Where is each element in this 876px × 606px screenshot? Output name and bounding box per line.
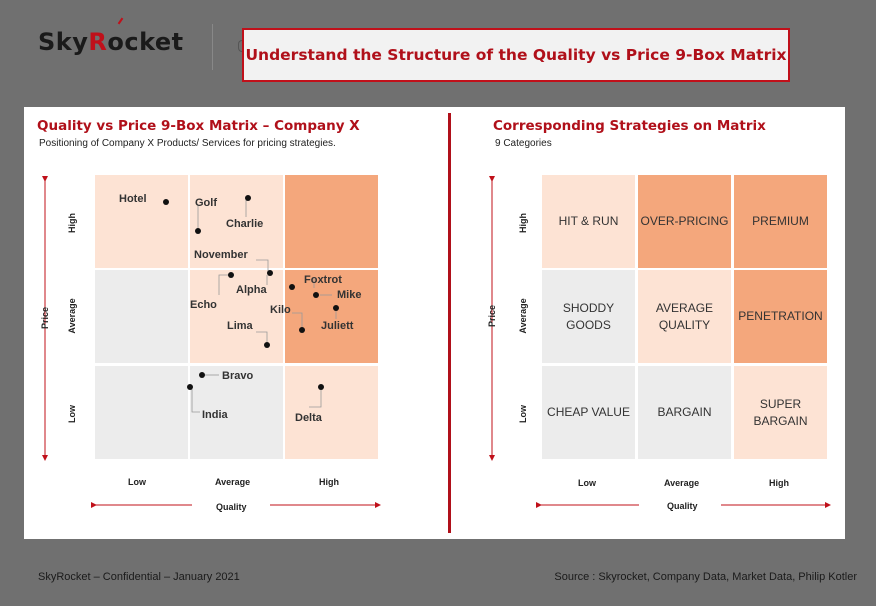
product-label-echo: Echo xyxy=(190,299,217,311)
left-cell-low-low xyxy=(95,366,188,459)
leader-india xyxy=(191,389,200,413)
left-matrix-title: Quality vs Price 9-Box Matrix – Company … xyxy=(37,118,360,134)
product-label-india: India xyxy=(202,409,228,421)
product-label-golf: Golf xyxy=(195,197,217,209)
logo-accent-mark xyxy=(117,17,124,25)
left-x-label-average: Average xyxy=(215,477,251,487)
right-matrix-title: Corresponding Strategies on Matrix xyxy=(493,118,766,134)
logo-text-sky: Sky xyxy=(38,28,89,56)
left-price-axis-label: Price xyxy=(40,306,50,330)
header-divider xyxy=(212,24,213,70)
strategy-cell-bargain: BARGAIN xyxy=(638,366,731,459)
product-label-alpha: Alpha xyxy=(236,284,267,296)
header-bracket-decoration xyxy=(238,40,245,52)
right-x-label-average: Average xyxy=(664,478,700,488)
product-dot-golf xyxy=(195,228,201,234)
product-label-mike: Mike xyxy=(337,289,362,301)
strategy-cell-premium: PREMIUM xyxy=(734,175,827,268)
product-label-november: November xyxy=(194,249,248,261)
product-dot-lima xyxy=(264,342,270,348)
left-matrix-subtitle: Positioning of Company X Products/ Servi… xyxy=(39,138,336,149)
product-label-foxtrot: Foxtrot xyxy=(304,274,342,286)
product-label-hotel: Hotel xyxy=(119,193,147,205)
panel-divider xyxy=(448,113,451,533)
leader-kilo xyxy=(292,312,303,329)
product-label-kilo: Kilo xyxy=(270,304,291,316)
right-y-label-average: Average xyxy=(518,298,528,334)
footer-source: Source : Skyrocket, Company Data, Market… xyxy=(554,571,857,583)
product-dot-kilo xyxy=(299,327,305,333)
left-quality-axis-label: Quality xyxy=(216,502,247,512)
left-cell-low-high xyxy=(285,366,378,459)
left-axis-arrows xyxy=(42,176,831,508)
product-dot-juliett xyxy=(333,305,339,311)
logo-text-ocket: ocket xyxy=(107,28,184,56)
content-panel: Quality vs Price 9-Box Matrix – Company … xyxy=(24,107,845,539)
left-cell-high-low xyxy=(95,175,188,268)
product-dot-november xyxy=(267,270,273,276)
left-x-label-low: Low xyxy=(128,477,146,487)
product-label-juliett: Juliett xyxy=(321,320,354,332)
right-y-label-high: High xyxy=(518,213,528,233)
product-label-charlie: Charlie xyxy=(226,218,264,230)
leader-november xyxy=(256,259,269,273)
left-y-label-average: Average xyxy=(67,298,77,334)
product-dot-mike xyxy=(313,292,319,298)
left-cell-high-high xyxy=(285,175,378,268)
logo-text-r: R xyxy=(88,28,108,56)
strategy-cell-cheap-value: CHEAP VALUE xyxy=(542,366,635,459)
footer-confidential: SkyRocket – Confidential – January 2021 xyxy=(38,571,240,583)
skyrocket-logo: SkyRocket xyxy=(38,28,184,56)
product-dot-echo xyxy=(228,272,234,278)
left-cell-average-low xyxy=(95,270,188,363)
left-cell-average-high xyxy=(285,270,378,363)
product-dot-india xyxy=(187,384,193,390)
product-dot-charlie xyxy=(245,195,251,201)
product-dot-foxtrot xyxy=(289,284,295,290)
product-label-delta: Delta xyxy=(295,412,322,424)
right-price-axis-label: Price xyxy=(487,304,497,328)
leader-lima xyxy=(256,331,268,343)
slide-title-box: Understand the Structure of the Quality … xyxy=(242,28,790,82)
strategy-cell-average-quality: AVERAGE QUALITY xyxy=(638,270,731,363)
right-x-label-low: Low xyxy=(578,478,596,488)
leader-echo xyxy=(218,274,229,295)
left-x-label-high: High xyxy=(319,477,339,487)
leader-delta xyxy=(309,387,322,408)
slide-title: Understand the Structure of the Quality … xyxy=(245,46,787,64)
right-x-label-high: High xyxy=(769,478,789,488)
left-cell-high-average xyxy=(190,175,283,268)
left-y-label-high: High xyxy=(67,213,77,233)
strategy-cell-over-pricing: OVER-PRICING xyxy=(638,175,731,268)
product-label-lima: Lima xyxy=(227,320,253,332)
right-y-label-low: Low xyxy=(518,405,528,423)
left-y-label-low: Low xyxy=(67,405,77,423)
strategy-cell-penetration: PENETRATION xyxy=(734,270,827,363)
strategy-cell-shoddy-goods: SHODDY GOODS xyxy=(542,270,635,363)
product-dot-bravo xyxy=(199,372,205,378)
right-quality-axis-label: Quality xyxy=(667,501,698,511)
strategy-cell-hit-and-run: HIT & RUN xyxy=(542,175,635,268)
strategy-cell-super-bargain: SUPER BARGAIN xyxy=(734,366,827,459)
left-cell-low-average xyxy=(190,366,283,459)
product-dot-hotel xyxy=(163,199,169,205)
product-dot-delta xyxy=(318,384,324,390)
right-matrix-subtitle: 9 Categories xyxy=(495,138,552,149)
product-label-bravo: Bravo xyxy=(222,370,254,382)
